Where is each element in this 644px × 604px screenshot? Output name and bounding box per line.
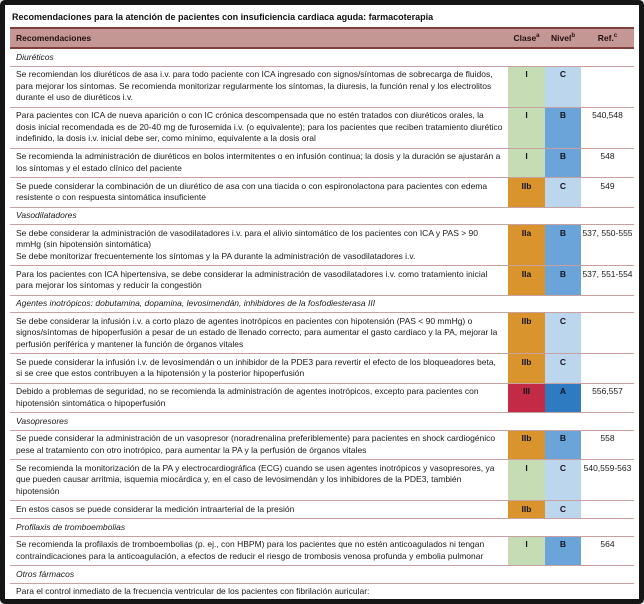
recommendation-row: En estos casos se puede considerar la me… (10, 500, 634, 519)
recommendation-text: Se recomienda la monitorización de la PA… (10, 459, 508, 501)
class-cell: IIb (508, 430, 545, 460)
recommendation-text: Se puede considerar la administración de… (10, 430, 508, 460)
recommendation-row: Se puede considerar la infusión i.v. de … (10, 353, 634, 384)
recommendation-text: Se debe considerar la administración de … (10, 224, 508, 266)
recommendation-row: Para el control inmediato de la frecuenc… (10, 583, 634, 599)
ref-footnote-marker: c (613, 33, 618, 40)
section-label: Agentes inotrópicos: dobutamina, dopamin… (10, 294, 634, 313)
level-cell: B (545, 536, 581, 566)
recommendation-row: Se puede considerar la combinación de un… (10, 177, 634, 208)
recommendation-row: Se recomienda la monitorización de la PA… (10, 459, 634, 501)
section-header-row: Otros fármacos (10, 565, 634, 584)
reference-cell: 564 (581, 536, 634, 566)
column-header-clase: Clasea (508, 27, 545, 49)
reference-cell: 548 (581, 148, 634, 178)
section-label: Vasodilatadores (10, 206, 634, 225)
section-header-row: Agentes inotrópicos: dobutamina, dopamin… (10, 294, 634, 313)
recommendation-row: Debido a problemas de seguridad, no se r… (10, 383, 634, 413)
level-cell (545, 583, 581, 599)
column-header-ref: Ref.c (581, 27, 634, 49)
reference-cell: 537, 550-555 (581, 224, 634, 266)
recommendation-row: Para los pacientes con ICA hipertensiva,… (10, 265, 634, 296)
recommendation-text: Se puede considerar la combinación de un… (10, 177, 508, 208)
column-header-recomendaciones: Recomendaciones (10, 27, 508, 49)
recommendation-text: En estos casos se puede considerar la me… (10, 500, 508, 519)
class-cell: IIa (508, 224, 545, 266)
class-cell: III (508, 383, 545, 413)
class-cell: IIb (508, 177, 545, 208)
class-cell (508, 583, 545, 599)
column-header-recomendaciones-label: Recomendaciones (16, 33, 92, 43)
recommendation-row: Se debe considerar la administración de … (10, 224, 634, 266)
level-cell: C (545, 459, 581, 501)
level-cell: C (545, 353, 581, 384)
class-cell: IIb (508, 353, 545, 384)
level-cell: C (545, 66, 581, 108)
recommendations-table: Recomendaciones Clasea Nivelb Ref.c Diur… (10, 27, 634, 599)
column-header-nivel: Nivelb (545, 27, 581, 49)
recommendation-row: Se recomienda la administración de diuré… (10, 148, 634, 178)
class-cell: IIa (508, 265, 545, 296)
class-cell: IIb (508, 312, 545, 354)
reference-cell: 537, 551-554 (581, 265, 634, 296)
section-header-row: Profilaxis de tromboembolias (10, 518, 634, 537)
level-cell: A (545, 383, 581, 413)
recommendation-text: Se debe considerar la infusión i.v. a co… (10, 312, 508, 354)
section-label: Profilaxis de tromboembolias (10, 518, 634, 537)
recommendation-text: Se recomiendan los diuréticos de asa i.v… (10, 66, 508, 108)
column-header-row: Recomendaciones Clasea Nivelb Ref.c (10, 27, 634, 49)
level-cell: B (545, 224, 581, 266)
clase-footnote-marker: a (536, 33, 540, 40)
recommendation-text: Para el control inmediato de la frecuenc… (10, 583, 508, 599)
level-cell: C (545, 312, 581, 354)
section-header-row: Diuréticos (10, 47, 634, 67)
level-cell: C (545, 500, 581, 519)
section-label: Vasopresores (10, 412, 634, 431)
recommendation-row: Se recomiendan los diuréticos de asa i.v… (10, 66, 634, 108)
class-cell: I (508, 148, 545, 178)
reference-cell: 556,557 (581, 383, 634, 413)
column-header-ref-label: Ref. (597, 33, 614, 43)
recommendation-row: Se recomienda la profilaxis de tromboemb… (10, 536, 634, 566)
class-cell: I (508, 66, 545, 108)
level-cell: B (545, 265, 581, 296)
class-cell: I (508, 459, 545, 501)
recommendation-text: Debido a problemas de seguridad, no se r… (10, 383, 508, 413)
reference-cell (581, 353, 634, 384)
reference-cell: 540,548 (581, 107, 634, 149)
section-label: Otros fármacos (10, 565, 634, 584)
section-header-row: Vasopresores (10, 412, 634, 431)
section-label: Diuréticos (10, 47, 634, 67)
recommendation-row: Se puede considerar la administración de… (10, 430, 634, 460)
recommendation-text: Se recomienda la administración de diuré… (10, 148, 508, 178)
nivel-footnote-marker: b (571, 33, 575, 40)
class-cell: I (508, 107, 545, 149)
level-cell: C (545, 177, 581, 208)
recommendation-row: Se debe considerar la infusión i.v. a co… (10, 312, 634, 354)
class-cell: IIb (508, 500, 545, 519)
reference-cell (581, 500, 634, 519)
recommendation-text: Para pacientes con ICA de nueva aparició… (10, 107, 508, 149)
recommendation-text: Para los pacientes con ICA hipertensiva,… (10, 265, 508, 296)
recommendation-row: Para pacientes con ICA de nueva aparició… (10, 107, 634, 149)
reference-cell: 540,559-563 (581, 459, 634, 501)
level-cell: B (545, 430, 581, 460)
table-title: Recomendaciones para la atención de paci… (12, 12, 434, 22)
reference-cell: 549 (581, 177, 634, 208)
level-cell: B (545, 148, 581, 178)
reference-cell (581, 312, 634, 354)
reference-cell (581, 583, 634, 599)
reference-cell (581, 66, 634, 108)
recommendation-text: Se recomienda la profilaxis de tromboemb… (10, 536, 508, 566)
section-header-row: Vasodilatadores (10, 206, 634, 225)
class-cell: I (508, 536, 545, 566)
recommendation-text: Se puede considerar la infusión i.v. de … (10, 353, 508, 384)
reference-cell: 558 (581, 430, 634, 460)
column-header-clase-label: Clase (513, 33, 537, 43)
level-cell: B (545, 107, 581, 149)
column-header-nivel-label: Nivel (551, 33, 572, 43)
